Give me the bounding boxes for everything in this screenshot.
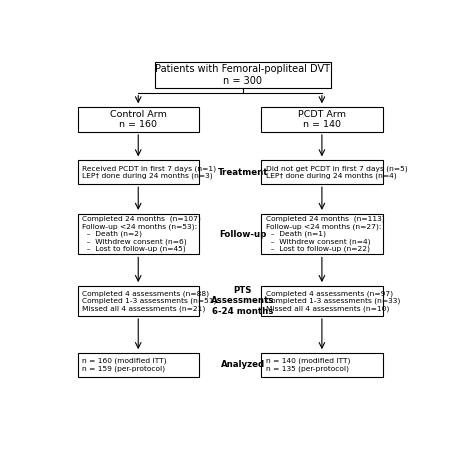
Text: Did not get PCDT in first 7 days (n=5)
LEP† done during 24 months (n=4): Did not get PCDT in first 7 days (n=5) L… <box>266 165 408 179</box>
Text: Completed 4 assessments (n=88)
Completed 1-3 assessments (n=51)
Missed all 4 ass: Completed 4 assessments (n=88) Completed… <box>82 290 217 312</box>
Text: Completed 24 months  (n=107)
Follow-up <24 months (n=53):
  –  Death (n=2)
  –  : Completed 24 months (n=107) Follow-up <2… <box>82 216 201 252</box>
FancyBboxPatch shape <box>261 213 383 255</box>
Text: n = 160 (modified ITT)
n = 159 (per-protocol): n = 160 (modified ITT) n = 159 (per-prot… <box>82 358 167 372</box>
Text: Patients with Femoral-popliteal DVT
n = 300: Patients with Femoral-popliteal DVT n = … <box>155 64 330 86</box>
Text: Analyzed: Analyzed <box>221 360 265 370</box>
FancyBboxPatch shape <box>261 286 383 316</box>
Text: Completed 24 months  (n=113)
Follow-up <24 months (n=27):
  –  Death (n=1)
  –  : Completed 24 months (n=113) Follow-up <2… <box>266 216 384 252</box>
FancyBboxPatch shape <box>261 160 383 184</box>
Text: n = 140 (modified ITT)
n = 135 (per-protocol): n = 140 (modified ITT) n = 135 (per-prot… <box>266 358 350 372</box>
FancyBboxPatch shape <box>78 107 199 132</box>
FancyBboxPatch shape <box>78 160 199 184</box>
FancyBboxPatch shape <box>261 107 383 132</box>
Text: Completed 4 assessments (n=97)
Completed 1-3 assessments (n=33)
Missed all 4 ass: Completed 4 assessments (n=97) Completed… <box>266 290 400 312</box>
Text: PTS
Assessments
6-24 months: PTS Assessments 6-24 months <box>211 286 274 316</box>
FancyBboxPatch shape <box>155 61 331 88</box>
FancyBboxPatch shape <box>78 286 199 316</box>
Text: Treatment: Treatment <box>218 168 268 176</box>
FancyBboxPatch shape <box>78 353 199 377</box>
FancyBboxPatch shape <box>78 213 199 255</box>
Text: Received PCDT in first 7 days (n=1)
LEP† done during 24 months (n=3): Received PCDT in first 7 days (n=1) LEP†… <box>82 165 216 179</box>
Text: PCDT Arm
n = 140: PCDT Arm n = 140 <box>298 110 346 129</box>
Text: Control Arm
n = 160: Control Arm n = 160 <box>110 110 167 129</box>
Text: Follow-up: Follow-up <box>219 230 266 238</box>
FancyBboxPatch shape <box>261 353 383 377</box>
